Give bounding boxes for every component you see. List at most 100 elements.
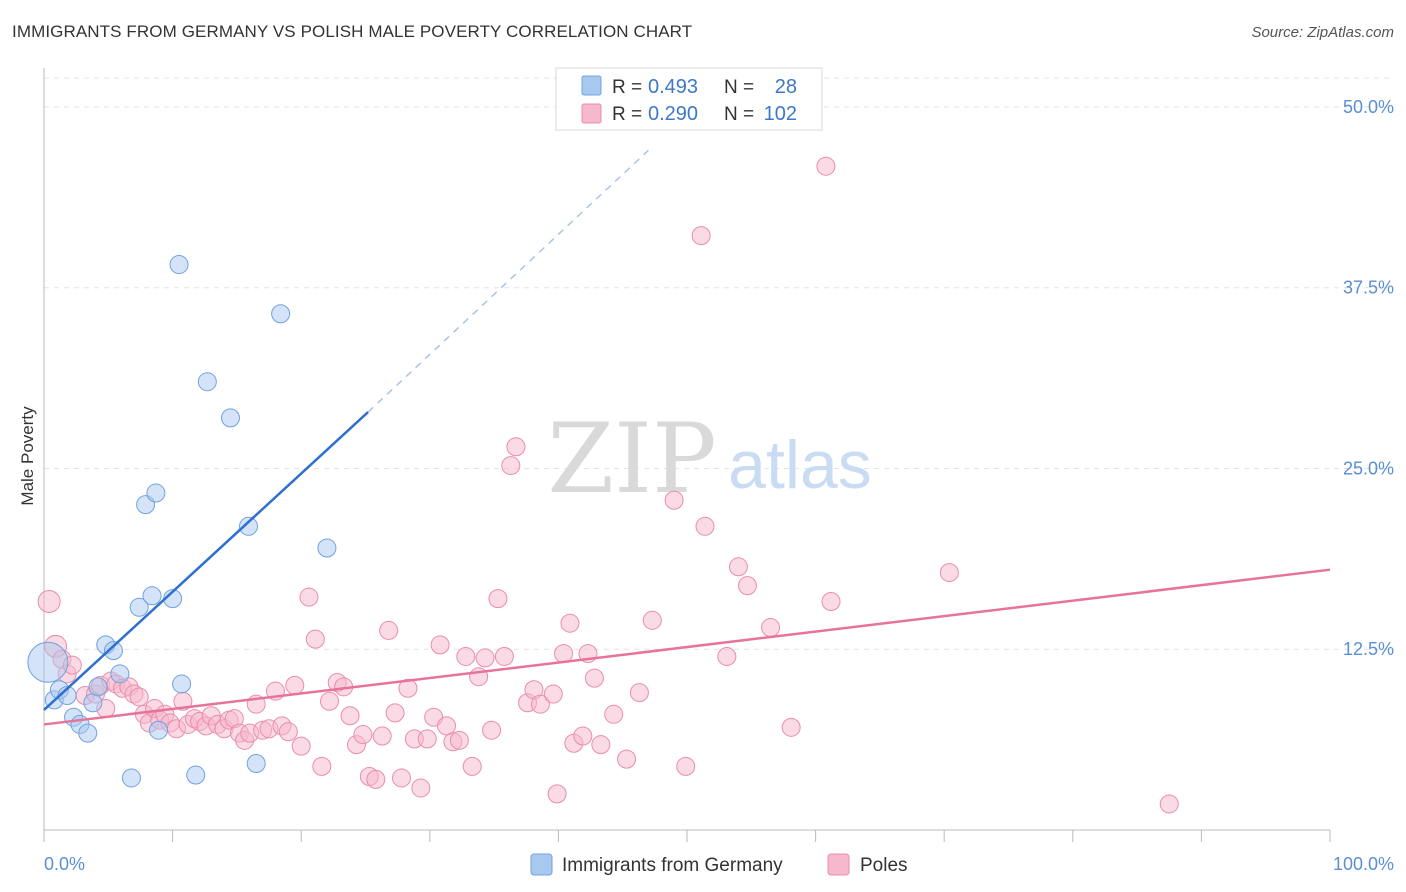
- trend-line-poles: [43, 568, 1331, 726]
- point-poles-0: [37, 590, 61, 614]
- y-tick-labels: 12.5% 25.0% 37.5% 50.0%: [1343, 97, 1394, 659]
- y-tick-label-3: 50.0%: [1343, 97, 1394, 117]
- x-axis-ticks: [43, 830, 1331, 842]
- point-germany-10: [103, 641, 123, 661]
- legend: Immigrants from Germany Poles: [530, 853, 908, 876]
- grid-lines: [44, 77, 1394, 650]
- point-poles-93: [676, 756, 696, 776]
- point-poles-104: [1159, 794, 1179, 814]
- point-poles-53: [366, 769, 386, 789]
- point-poles-89: [617, 749, 637, 769]
- point-poles-40: [278, 722, 298, 742]
- point-poles-56: [385, 703, 405, 723]
- point-germany-13: [129, 597, 149, 617]
- trend-line-germany: [43, 411, 369, 711]
- y-tick-label-2: 37.5%: [1343, 278, 1394, 298]
- point-poles-55: [379, 620, 399, 640]
- point-poles-90: [629, 683, 649, 703]
- point-poles-92: [664, 490, 684, 510]
- stats-n-value-poles: 102: [764, 103, 797, 125]
- stats-n-value-germany: 28: [775, 76, 797, 98]
- point-germany-22: [197, 372, 217, 392]
- point-poles-61: [417, 729, 437, 749]
- point-poles-96: [717, 646, 737, 666]
- legend-swatch-poles: [827, 853, 850, 876]
- legend-label-germany: Immigrants from Germany: [562, 855, 783, 876]
- x-tick-label-min: 0.0%: [44, 854, 85, 874]
- point-poles-75: [506, 437, 526, 457]
- point-germany-6: [78, 723, 98, 743]
- x-tick-label-max: 100.0%: [1333, 854, 1394, 874]
- chart-title: IMMIGRANTS FROM GERMANY VS POLISH MALE P…: [12, 22, 693, 41]
- point-poles-54: [372, 726, 392, 746]
- point-germany-17: [148, 720, 168, 740]
- watermark-zip: ZIP: [547, 403, 716, 515]
- stats-box: R = 0.493 N = 28 R = 0.290 N = 102: [555, 67, 823, 131]
- point-germany-25: [246, 753, 266, 773]
- point-poles-98: [737, 576, 757, 596]
- stats-n-label-germany: N =: [724, 77, 754, 98]
- point-poles-68: [462, 756, 482, 776]
- point-poles-80: [547, 784, 567, 804]
- point-poles-49: [340, 706, 360, 726]
- data-points: [27, 156, 1179, 814]
- point-germany-26: [271, 304, 291, 324]
- stats-r-value-poles: 0.290: [648, 103, 698, 125]
- point-germany-20: [172, 674, 192, 694]
- y-axis-label: Male Poverty: [18, 406, 37, 506]
- point-poles-14: [129, 687, 149, 707]
- point-germany-15: [142, 586, 162, 606]
- point-poles-79: [543, 684, 563, 704]
- point-poles-60: [411, 778, 431, 798]
- point-poles-74: [501, 456, 521, 476]
- point-poles-84: [573, 726, 593, 746]
- point-poles-103: [939, 563, 959, 583]
- legend-label-poles: Poles: [860, 855, 908, 876]
- point-poles-87: [591, 735, 611, 755]
- point-poles-88: [604, 704, 624, 724]
- point-poles-42: [291, 736, 311, 756]
- point-poles-94: [691, 226, 711, 246]
- point-germany-24: [238, 516, 258, 536]
- stats-swatch-germany: [581, 75, 602, 96]
- watermark-atlas: atlas: [728, 427, 872, 503]
- point-poles-70: [475, 648, 495, 668]
- point-germany-0: [27, 641, 69, 683]
- point-poles-95: [695, 516, 715, 536]
- point-poles-64: [437, 716, 457, 736]
- point-poles-100: [781, 717, 801, 737]
- point-germany-12: [121, 768, 141, 788]
- point-poles-86: [584, 668, 604, 688]
- point-poles-63: [430, 635, 450, 655]
- point-poles-58: [398, 678, 418, 698]
- point-germany-23: [220, 408, 240, 428]
- point-poles-66: [449, 730, 469, 750]
- point-poles-45: [312, 756, 332, 776]
- point-poles-97: [728, 557, 748, 577]
- stats-r-label-germany: R =: [612, 77, 642, 98]
- point-germany-21: [186, 765, 206, 785]
- point-germany-8: [88, 677, 108, 697]
- point-poles-73: [494, 646, 514, 666]
- stats-r-value-germany: 0.493: [648, 76, 698, 98]
- trend-lines: [43, 149, 1331, 726]
- trend-extension-germany: [367, 149, 649, 413]
- point-poles-72: [488, 589, 508, 609]
- point-poles-43: [299, 587, 319, 607]
- y-tick-label-1: 25.0%: [1343, 458, 1394, 478]
- stats-swatch-poles: [581, 103, 602, 124]
- point-germany-11: [110, 664, 130, 684]
- point-poles-44: [305, 629, 325, 649]
- point-poles-99: [761, 618, 781, 638]
- point-poles-78: [530, 694, 550, 714]
- stats-r-label-poles: R =: [612, 104, 642, 125]
- point-poles-102: [821, 592, 841, 612]
- point-germany-27: [317, 538, 337, 558]
- point-poles-51: [353, 725, 373, 745]
- point-germany-7: [83, 693, 103, 713]
- point-poles-71: [482, 720, 502, 740]
- stats-n-label-poles: N =: [724, 104, 754, 125]
- point-poles-67: [456, 646, 476, 666]
- point-poles-101: [816, 156, 836, 176]
